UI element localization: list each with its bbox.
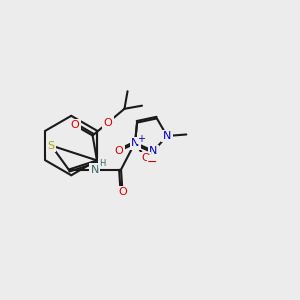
- Text: H: H: [99, 158, 105, 167]
- Text: S: S: [48, 140, 55, 151]
- Text: O: O: [104, 118, 112, 128]
- Text: N: N: [163, 131, 171, 141]
- Text: O: O: [71, 120, 80, 130]
- Text: −: −: [147, 156, 157, 169]
- Text: O: O: [115, 146, 123, 156]
- Text: N: N: [149, 146, 158, 156]
- Text: N: N: [131, 138, 140, 148]
- Text: N: N: [91, 165, 99, 175]
- Text: O: O: [141, 153, 150, 163]
- Text: O: O: [118, 187, 127, 197]
- Text: +: +: [137, 134, 145, 144]
